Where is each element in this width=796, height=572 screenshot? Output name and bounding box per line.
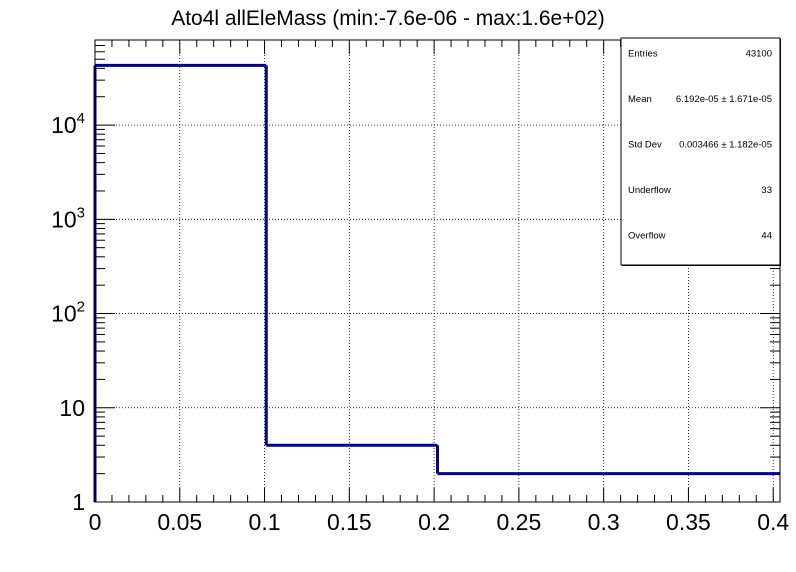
stats-box-frame [620,37,781,266]
x-tick-label: 0.2 [418,509,450,535]
stats-value: 44 [761,230,772,241]
stats-box: Entries 43100 Mean 6.192e-05 ± 1.671e-05 Std… [620,37,781,266]
y-tick-label: 1 [72,489,85,515]
stats-value: 0.003466 ± 1.182e-05 [679,140,772,151]
stats-value: 43100 [746,49,772,60]
y-tick-label-base: 1 [72,489,85,515]
x-tick-label: 0.3 [588,509,620,535]
y-tick-label-base: 10 [59,395,85,421]
y-tick-label-exponent: 4 [77,110,85,127]
x-tick-label: 0.05 [157,509,202,535]
x-tick-label: 0.25 [497,509,542,535]
y-tick-label: 102 [51,299,85,327]
stats-value: 33 [761,185,772,196]
stats-label: Underflow [628,185,671,196]
y-tick-label-base: 10 [51,206,77,232]
x-tick-label: 0 [89,509,102,535]
stats-label: Entries [628,49,658,60]
chart-title: Ato4l allEleMass (min:-7.6e-06 - max:1.6… [171,7,605,30]
stats-label: Overflow [628,230,666,241]
plot-frame [94,39,781,503]
x-tick-label: 0.15 [327,509,372,535]
y-tick-label-exponent: 2 [77,299,85,316]
x-tick-label: 0.4 [757,509,789,535]
y-tick-label: 103 [51,204,85,232]
x-tick-label: 0.1 [249,509,281,535]
y-tick-label-base: 10 [51,301,77,327]
stats-label: Mean [628,94,652,105]
y-tick-label: 10 [59,395,85,421]
x-tick-labels: 0 0.05 0.1 0.15 0.2 0.25 0.3 0.35 0.4 [89,509,790,535]
y-tick-label-exponent: 3 [77,204,85,221]
stats-value: 6.192e-05 ± 1.671e-05 [676,94,772,105]
stats-label: Std Dev [628,140,662,151]
x-tick-label: 0.35 [666,509,711,535]
y-tick-label: 104 [51,110,85,138]
y-tick-label-base: 10 [51,112,77,138]
